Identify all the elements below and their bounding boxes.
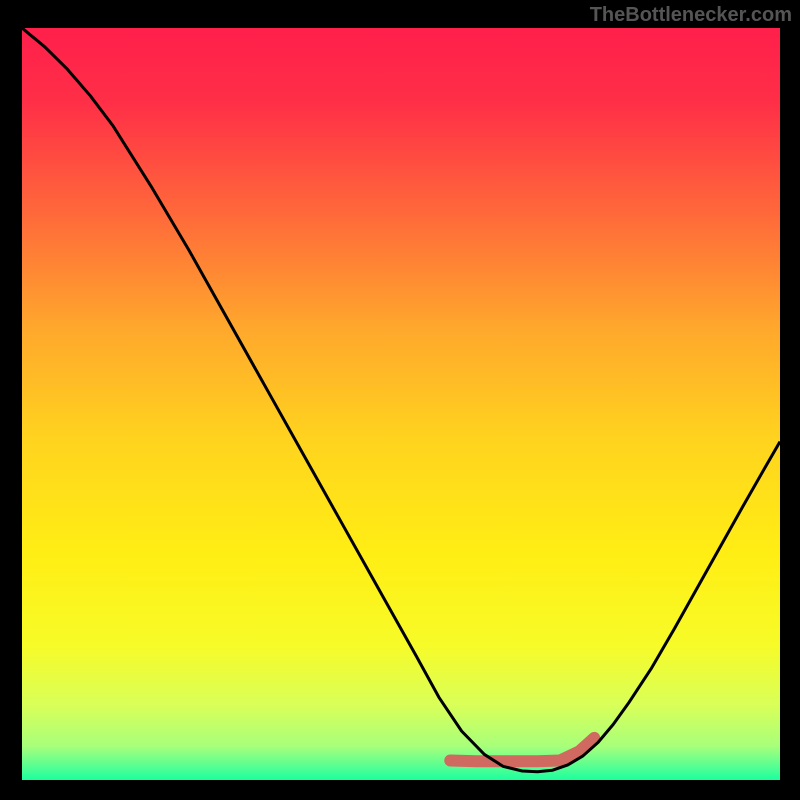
chart-frame (22, 28, 780, 780)
bottleneck-curve (22, 28, 780, 772)
watermark-text: TheBottlenecker.com (590, 4, 792, 27)
curve-layer (22, 28, 780, 780)
chart-container: TheBottlenecker.com (0, 0, 800, 800)
